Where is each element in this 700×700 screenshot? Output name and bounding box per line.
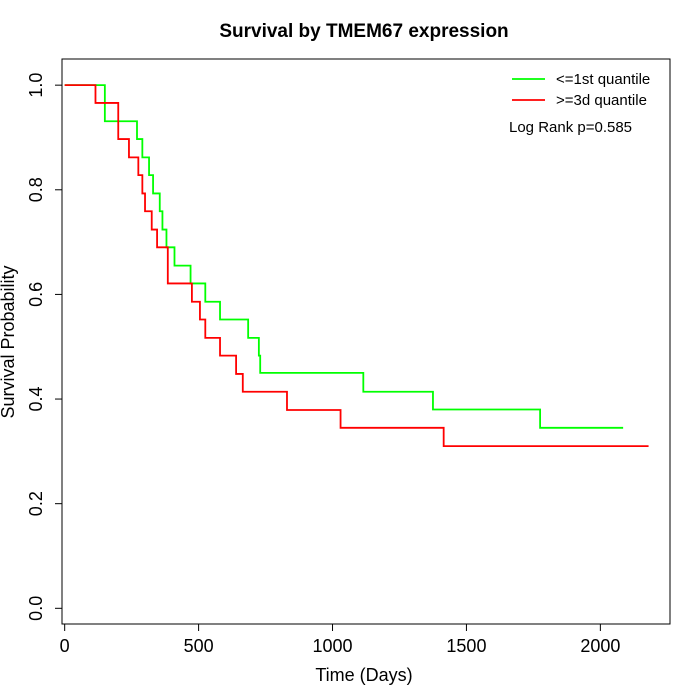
plot-frame (61, 58, 671, 625)
x-tick-label: 2000 (580, 636, 620, 656)
x-tick-label: 1000 (312, 636, 352, 656)
y-tick-label: 0.0 (26, 596, 46, 621)
legend: <=1st quantile >=3d quantile (512, 71, 650, 109)
series-line-1 (64, 84, 624, 429)
chart-title: Survival by TMEM67 expression (219, 21, 508, 42)
legend-label-1: <=1st quantile (556, 71, 650, 88)
y-tick-label: 0.6 (26, 282, 46, 307)
y-tick-label: 1.0 (26, 73, 46, 98)
series-layer (64, 84, 649, 448)
x-tick-label: 500 (184, 636, 214, 656)
x-tick-label: 0 (60, 636, 70, 656)
y-axis-label: Survival Probability (0, 265, 18, 418)
log-rank-annotation: Log Rank p=0.585 (509, 119, 632, 136)
x-axis-label: Time (Days) (315, 665, 412, 685)
y-tick-label: 0.8 (26, 177, 46, 202)
y-tick-label: 0.4 (26, 387, 46, 412)
y-axis: 0.0 0.2 0.4 0.6 0.8 1.0 (26, 73, 63, 621)
y-tick-label: 0.2 (26, 491, 46, 516)
series-line-2 (64, 84, 649, 448)
legend-label-2: >=3d quantile (556, 92, 647, 109)
x-axis: 0 500 1000 1500 2000 (60, 623, 620, 656)
x-tick-label: 1500 (446, 636, 486, 656)
